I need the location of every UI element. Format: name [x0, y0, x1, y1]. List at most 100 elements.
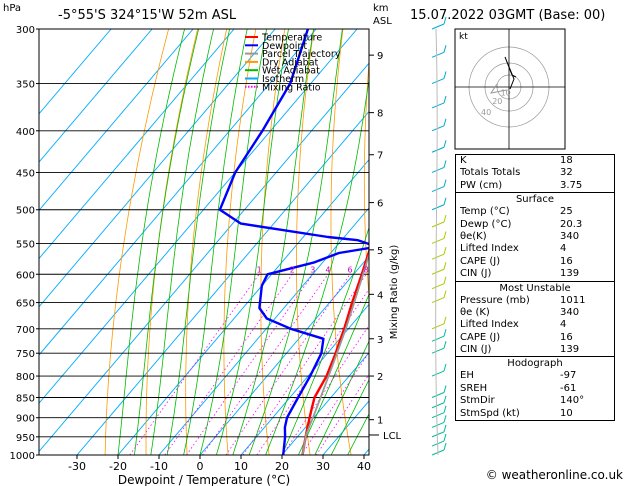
wind-barb: [431, 247, 447, 260]
wind-barb-shaft: [431, 283, 445, 290]
indices-top-box: K 18 Totals Totals 32 PW (cm) 3.75: [455, 154, 615, 194]
wind-barb: [431, 262, 447, 275]
surface-title: Surface: [515, 194, 555, 206]
legend-label: Wet Adiabat: [262, 66, 320, 77]
wind-barb-shaft: [431, 323, 445, 330]
mixing-ratio-label: 20: [416, 265, 426, 274]
wind-barb-flag: [443, 433, 447, 442]
wet-adiabat-line: [117, 29, 185, 455]
hodograph-ring-label: 40: [481, 108, 491, 117]
index-label: PW (cm): [460, 179, 503, 191]
pressure-tick-label: 550: [16, 239, 35, 250]
mixing-ratio-label: 2: [290, 265, 295, 274]
wet-adiabat-line: [314, 340, 369, 455]
unstable-label: CAPE (J): [460, 331, 501, 343]
mixing-ratio-label: 4: [325, 265, 330, 274]
hodo-title: Hodograph: [507, 358, 563, 370]
km-tick-label: 9: [377, 51, 383, 62]
pressure-tick-label: 500: [16, 206, 35, 217]
index-value: 18: [560, 155, 573, 166]
hodograph-kt-label: kt: [459, 32, 468, 42]
wind-barb-flag: [443, 71, 447, 79]
hodo-value: 140°: [560, 395, 585, 407]
legend-label: Temperature: [261, 33, 322, 44]
wind-barb: [431, 95, 447, 109]
isotherm-line: [281, 351, 369, 455]
wind-barb: [431, 415, 447, 428]
wind-barb: [431, 16, 447, 30]
x-tick-label: -20: [109, 460, 127, 473]
wind-barb-flag: [443, 231, 447, 239]
surface-row: θe(K) 340: [456, 231, 614, 243]
hodo-row: StmSpd (kt) 10: [456, 408, 614, 420]
wind-barb-shaft: [431, 238, 445, 244]
wind-barb-shaft: [431, 204, 445, 211]
copyright: © weatheronline.co.uk: [485, 468, 623, 482]
km-tick-label: 7: [377, 151, 383, 162]
x-tick-label: -30: [68, 460, 86, 473]
surface-label: Dewp (°C): [460, 218, 512, 230]
surface-value: 4: [560, 243, 567, 255]
pressure-tick-label: 350: [16, 80, 35, 91]
wind-barb-flag: [443, 95, 447, 104]
pressure-tick-label: 600: [16, 270, 35, 281]
mixing-ratio-line: [282, 324, 369, 455]
unstable-title: Most Unstable: [499, 282, 571, 294]
isotherm-line: [199, 255, 369, 455]
wind-barb-flag: [443, 214, 447, 223]
surface-row: Temp (°C) 25: [456, 206, 614, 218]
wind-barb-shaft: [431, 125, 445, 132]
wind-profile-guide: [435, 28, 439, 456]
unstable-label: Lifted Index: [460, 319, 519, 331]
hodograph-trace: [504, 56, 517, 90]
x-axis-label: Dewpoint / Temperature (°C): [118, 473, 290, 486]
wind-barb-shaft: [431, 78, 445, 85]
hodo-value: -97: [560, 370, 577, 382]
mixing-ratio-line: [315, 373, 369, 455]
wind-barb: [431, 276, 447, 290]
dry-adiabat-line: [397, 29, 433, 455]
hodo-label: SREH: [460, 382, 488, 394]
hodograph-storm-trace: [489, 83, 508, 94]
index-value: 32: [560, 167, 573, 179]
wind-barb-shaft: [431, 392, 445, 398]
unstable-value: 16: [560, 331, 573, 343]
mixing-ratio-line: [256, 288, 369, 455]
wind-barb-flag: [443, 247, 447, 255]
pressure-tick-label: 1000: [10, 451, 35, 462]
wind-barb-shaft: [431, 297, 445, 304]
mixing-ratio-line: [301, 351, 369, 455]
wind-barb-flag: [443, 45, 447, 53]
hodograph-ring-label: 20: [492, 97, 502, 106]
km-label: km: [373, 3, 389, 14]
surface-value: 340: [560, 230, 580, 242]
wind-barb-shaft: [431, 370, 445, 377]
wind-barb: [431, 405, 447, 419]
wind-barb: [431, 231, 447, 244]
isotherm-line: [39, 62, 369, 453]
wind-barb-flag: [443, 415, 447, 423]
wind-barb-flag: [443, 385, 447, 393]
wind-barb-flag: [443, 262, 447, 270]
surface-label: Lifted Index: [460, 243, 519, 255]
km-tick-label: 3: [377, 335, 383, 346]
plot-frame: [38, 28, 370, 456]
unstable-value: 139: [560, 344, 580, 356]
mixing-ratio-label: 10: [374, 265, 384, 274]
legend-label: Isotherm: [262, 74, 304, 85]
surface-label: CAPE (J): [460, 255, 501, 267]
hodo-row: SREH -61: [456, 383, 614, 395]
surface-label: θe(K): [460, 230, 487, 242]
series-line-parcel-trajectory: [301, 251, 369, 455]
wind-barb-flag: [443, 442, 447, 451]
wind-barb: [431, 424, 447, 438]
pressure-tick-label: 300: [16, 25, 35, 36]
x-tick-label: 40: [357, 460, 371, 473]
surface-label: Temp (°C): [460, 206, 510, 218]
wind-barb-shaft: [431, 347, 445, 354]
pressure-tick-label: 400: [16, 127, 35, 138]
wind-barb-flag: [443, 160, 447, 168]
km-tick-label: 8: [377, 109, 383, 120]
surface-row: CAPE (J) 16: [456, 256, 614, 268]
